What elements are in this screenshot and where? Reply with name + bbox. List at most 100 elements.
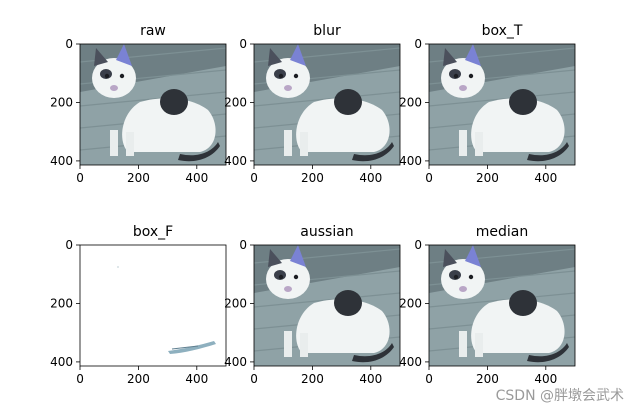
cat-left-ear — [268, 249, 282, 267]
cat-tail — [352, 142, 394, 162]
cat-head — [266, 259, 310, 299]
cat-right-ear — [116, 44, 132, 66]
cat-front-leg — [475, 333, 483, 357]
subplot-image — [254, 44, 400, 165]
subplot-image — [80, 245, 226, 366]
y-tick-label: 400 — [399, 355, 422, 369]
y-tick-label: 200 — [50, 296, 73, 310]
cat-nose — [459, 286, 467, 292]
x-tick-label: 0 — [425, 372, 433, 386]
y-tick-label: 200 — [50, 95, 73, 109]
x-tick-label: 0 — [425, 171, 433, 185]
x-tick-label: 0 — [250, 171, 258, 185]
cat-tail — [178, 142, 220, 162]
x-tick-label: 0 — [250, 372, 258, 386]
y-tick-label: 200 — [399, 95, 422, 109]
cat-body — [296, 98, 390, 152]
y-tick-label: 0 — [414, 238, 422, 252]
y-tick-label: 0 — [414, 37, 422, 51]
x-tick-label: 200 — [127, 171, 150, 185]
subplot-title: box_F — [133, 224, 173, 240]
cat-black-patch — [509, 290, 537, 316]
y-tick-label: 0 — [65, 238, 73, 252]
cat-right-ear — [465, 245, 481, 267]
paving-seam — [80, 91, 226, 107]
subplot-image — [80, 44, 226, 165]
cat-left-ear — [443, 249, 457, 267]
x-tick-label: 0 — [76, 372, 84, 386]
x-tick-label: 400 — [534, 372, 557, 386]
axes-frame — [428, 244, 576, 367]
cat-tail — [527, 343, 569, 363]
x-tick-label: 200 — [301, 372, 324, 386]
y-tick-label: 0 — [239, 37, 247, 51]
y-tick-label: 0 — [239, 238, 247, 252]
cat-tail — [352, 343, 394, 363]
subplot-image — [429, 44, 575, 165]
cat-left-eye — [278, 73, 284, 79]
paving-seam — [429, 91, 575, 107]
residual-edge — [171, 345, 199, 350]
cat-head — [441, 58, 485, 98]
subplot-title: aussian — [300, 224, 353, 240]
x-tick-label: 400 — [185, 171, 208, 185]
cat-black-patch — [334, 290, 362, 316]
y-tick-label: 400 — [224, 355, 247, 369]
cat-head — [266, 58, 310, 98]
cat-right-ear — [290, 44, 306, 66]
cat-right-eye — [468, 274, 474, 280]
cat-body — [471, 98, 565, 152]
x-tick-label: 400 — [359, 171, 382, 185]
cat-front-leg — [300, 132, 308, 156]
cat-right-eye — [293, 73, 299, 79]
cat-front-leg — [126, 132, 134, 156]
cat-left-ear — [94, 48, 108, 66]
axes-frame — [253, 43, 401, 166]
cat-nose — [459, 85, 467, 91]
x-tick-label: 0 — [76, 171, 84, 185]
subplot-title: raw — [140, 23, 166, 39]
cat-front-leg — [284, 331, 292, 357]
cat-front-leg — [459, 331, 467, 357]
subplot-title: box_T — [482, 23, 523, 39]
y-tick-label: 400 — [50, 154, 73, 168]
y-tick-label: 200 — [399, 296, 422, 310]
residual-speck — [117, 266, 119, 268]
axes-frame — [253, 244, 401, 367]
x-tick-label: 200 — [301, 171, 324, 185]
cat-front-leg — [459, 130, 467, 156]
cat-head — [92, 58, 136, 98]
cat-front-leg — [284, 130, 292, 156]
x-tick-label: 200 — [476, 372, 499, 386]
saturated-background — [80, 245, 226, 366]
subplot-title: blur — [313, 23, 341, 39]
cat-black-patch — [509, 89, 537, 115]
cat-head — [441, 259, 485, 299]
y-tick-label: 400 — [399, 154, 422, 168]
paving-seam — [254, 292, 400, 308]
cat-left-eye — [104, 73, 110, 79]
cat-left-ear — [443, 48, 457, 66]
cat-front-leg — [475, 132, 483, 156]
watermark-text: CSDN @胖墩会武术 — [495, 388, 624, 404]
axes-frame — [79, 43, 227, 166]
cat-tail — [527, 142, 569, 162]
paving-seam — [429, 292, 575, 308]
cat-front-leg — [300, 333, 308, 357]
cat-black-patch — [160, 89, 188, 115]
x-tick-label: 400 — [359, 372, 382, 386]
cat-body — [296, 299, 390, 353]
y-tick-label: 200 — [224, 296, 247, 310]
cat-right-eye — [293, 274, 299, 280]
cat-left-eye — [453, 274, 459, 280]
cat-right-eye — [468, 73, 474, 79]
y-tick-label: 400 — [224, 154, 247, 168]
axes-frame — [79, 244, 227, 367]
